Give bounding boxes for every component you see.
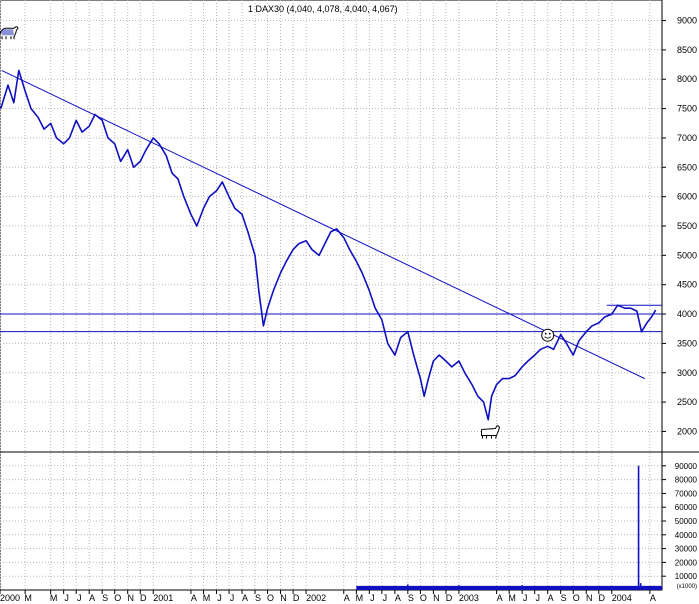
month-label: M [203,593,211,603]
year-label: 2002 [306,593,326,603]
price-tick-label: 6500 [677,162,697,172]
volume-tick-label: 80000 [675,476,698,485]
volume-tick-label: 40000 [675,531,698,540]
month-label: A [497,593,503,603]
month-label: J [383,593,388,603]
month-label: D [140,593,147,603]
month-label: J [230,593,235,603]
bear-icon [481,425,501,439]
month-label: J [523,593,528,603]
price-tick-label: 3500 [677,338,697,348]
price-y-axis: 9000 8500 8000 7500 7000 6500 6000 5500 5000 4500… [662,16,697,436]
volume-plot [356,465,662,590]
price-tick-label: 4000 [677,309,697,319]
month-label: A [650,593,656,603]
month-label: J [535,593,540,603]
volume-bar [458,585,460,590]
month-label: M [24,593,32,603]
month-label: S [102,593,108,603]
volume-tick-label: 30000 [675,545,698,554]
volume-bar [652,585,655,590]
volume-bar [521,585,523,590]
volume-bar [559,586,562,590]
price-tick-label: 2500 [677,397,697,407]
volume-tick-label: 60000 [675,503,698,512]
month-label: D [293,593,300,603]
price-tick-label: 4500 [677,280,697,290]
price-tick-label: 8000 [677,74,697,84]
price-tick-label: 7500 [677,104,697,114]
price-tick-label: 7000 [677,133,697,143]
price-tick-label: 9000 [677,16,697,26]
month-label: O [114,593,121,603]
month-label: D [599,593,606,603]
month-label: A [395,593,401,603]
month-label: N [127,593,134,603]
price-tick-label: 5500 [677,221,697,231]
price-plot [0,69,662,421]
volume-bar [407,584,409,590]
month-label: O [267,593,274,603]
month-label: S [255,593,261,603]
month-label: O [420,593,427,603]
volume-tick-label: 70000 [675,489,698,498]
month-label: J [370,593,375,603]
month-label: A [89,593,95,603]
plot-frame [0,0,663,591]
month-label: A [344,593,350,603]
price-tick-label: 6000 [677,192,697,202]
volume-bar [597,586,600,590]
volume-bar [639,583,642,590]
price-tick-label: 2000 [677,426,697,436]
price-tick-label: 5000 [677,250,697,260]
year-label: 2000 [0,593,20,603]
month-label: M [356,593,364,603]
month-label: J [64,593,69,603]
volume-bar [368,585,371,590]
price-tick-label: 3000 [677,368,697,378]
bull-icon [0,26,19,40]
date-x-axis: 2000 M M J J A S O N D 2001 A M J J A S O N D 2002 A M J J A S O N D 2… [0,590,656,603]
month-label: N [586,593,593,603]
month-label: S [561,593,567,603]
volume-bar [637,465,640,590]
month-label: M [50,593,58,603]
annotation-icons [0,26,555,439]
year-label: 2001 [153,593,173,603]
volume-tick-label: 50000 [675,517,698,526]
month-label: J [77,593,82,603]
month-label: N [280,593,287,603]
volume-tick-label: 20000 [675,558,698,567]
month-label: A [242,593,248,603]
volume-unit-label: (x1000) [677,584,697,590]
month-label: A [191,593,197,603]
month-label: A [548,593,554,603]
month-label: M [508,593,516,603]
trendline [1,69,646,380]
year-label: 2004 [612,593,632,603]
price-tick-label: 8500 [677,45,697,55]
chart-title: 1 DAX30 (4,040, 4,078, 4,040, 4,067) [248,4,398,14]
month-label: O [573,593,580,603]
year-label: 2003 [459,593,479,603]
volume-tick-label: 90000 [675,462,698,471]
price-line [0,69,657,421]
volume-tick-label: 10000 [675,572,698,581]
smiley-icon [541,328,555,342]
volume-baseline [356,585,662,590]
volume-y-axis: 90000 80000 70000 60000 50000 40000 30000 20000… [662,462,698,590]
month-label: D [446,593,453,603]
month-label: J [217,593,222,603]
month-label: S [408,593,414,603]
month-label: N [433,593,440,603]
